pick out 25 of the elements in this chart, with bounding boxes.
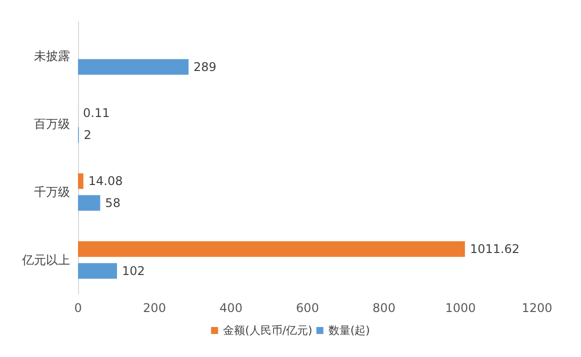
x-tick-label: 800 [372, 301, 396, 315]
bar [78, 241, 465, 257]
bar [78, 173, 84, 189]
bar [78, 263, 118, 279]
y-tick-label: 未披露 [34, 49, 70, 63]
data-label: 289 [194, 60, 216, 74]
data-label: 1011.62 [470, 242, 520, 256]
legend-label: 金额(人民币/亿元) [223, 324, 312, 337]
data-label: 0.11 [83, 106, 110, 120]
data-label: 58 [105, 196, 120, 210]
x-tick-label: 600 [296, 301, 319, 315]
legend-label: 数量(起) [328, 324, 370, 337]
data-label: 14.08 [88, 174, 123, 188]
data-label: 102 [122, 264, 145, 278]
x-tick-label: 0 [74, 301, 82, 315]
x-tick-label: 1000 [445, 301, 476, 315]
x-tick-label: 1200 [522, 301, 552, 315]
bar [78, 195, 100, 211]
x-tick-label: 400 [220, 301, 242, 315]
y-tick-label: 百万级 [34, 117, 70, 131]
data-label: 2 [84, 128, 92, 142]
bar [78, 59, 189, 75]
x-tick-label: 200 [143, 301, 166, 315]
y-tick-label: 亿元以上 [21, 253, 70, 267]
y-tick-label: 千万级 [34, 185, 70, 199]
